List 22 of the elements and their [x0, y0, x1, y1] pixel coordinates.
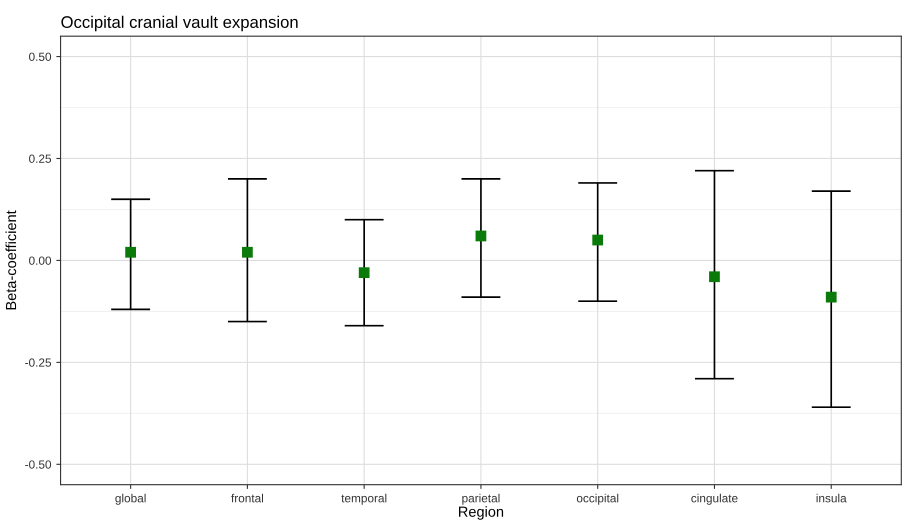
y-tick-label: 0.25 — [29, 154, 52, 163]
chart-title: Occipital cranial vault expansion — [61, 16, 298, 32]
y-tick-label: -0.25 — [25, 358, 52, 367]
point — [358, 267, 370, 278]
point — [592, 234, 604, 246]
point — [826, 292, 837, 303]
point — [476, 230, 486, 242]
x-tick-label: cingulate — [691, 494, 738, 505]
x-axis-title: Region — [459, 506, 504, 520]
y-tick-label: 0.50 — [29, 52, 52, 61]
x-tick-label: parietal — [462, 494, 500, 505]
y-tick-label: 0.00 — [29, 256, 52, 265]
point — [242, 246, 253, 258]
x-tick-label: global — [115, 494, 146, 505]
x-tick-label: insula — [816, 494, 847, 502]
y-axis-title: Beta-coefficient — [5, 210, 16, 310]
x-tick-label: temporal — [341, 494, 386, 505]
y-tick-label: -0.50 — [25, 460, 52, 469]
point — [125, 246, 136, 258]
x-tick-label: frontal — [231, 494, 264, 502]
x-tick-label: occipital — [576, 494, 618, 505]
point — [709, 271, 720, 282]
